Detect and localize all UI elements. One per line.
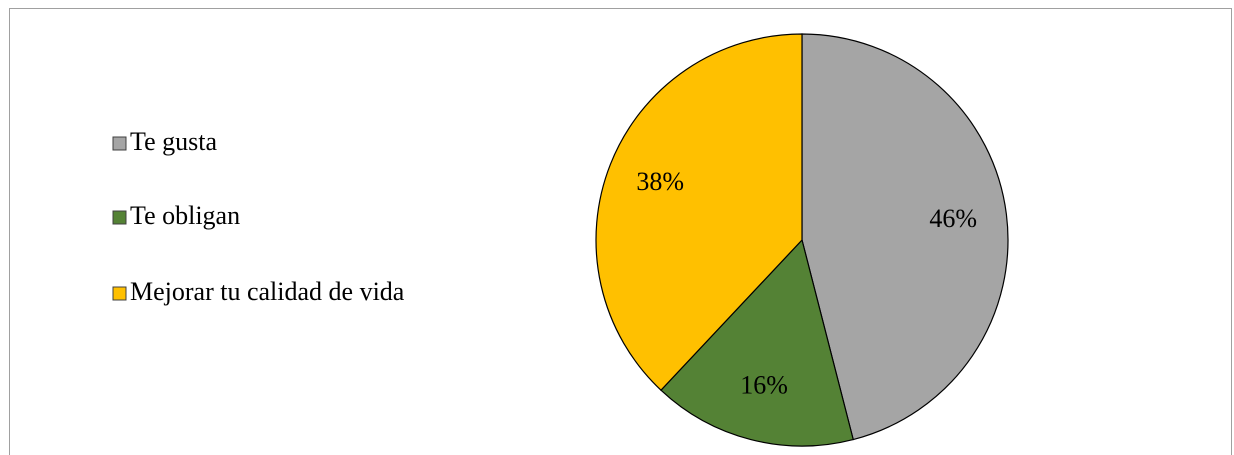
legend-label: Te gusta bbox=[130, 127, 217, 156]
pie-slice bbox=[801, 33, 1009, 441]
pie-slice bbox=[595, 33, 803, 392]
data-label: 16% bbox=[740, 371, 788, 400]
legend-label: Te obligan bbox=[130, 201, 240, 230]
legend-swatch bbox=[112, 136, 127, 151]
data-label: 38% bbox=[636, 167, 684, 196]
legend-swatch bbox=[112, 286, 127, 301]
legend-swatch bbox=[112, 210, 127, 225]
pie-slice bbox=[660, 238, 854, 447]
data-label: 46% bbox=[929, 204, 977, 233]
legend-label: Mejorar tu calidad de vida bbox=[130, 277, 405, 306]
